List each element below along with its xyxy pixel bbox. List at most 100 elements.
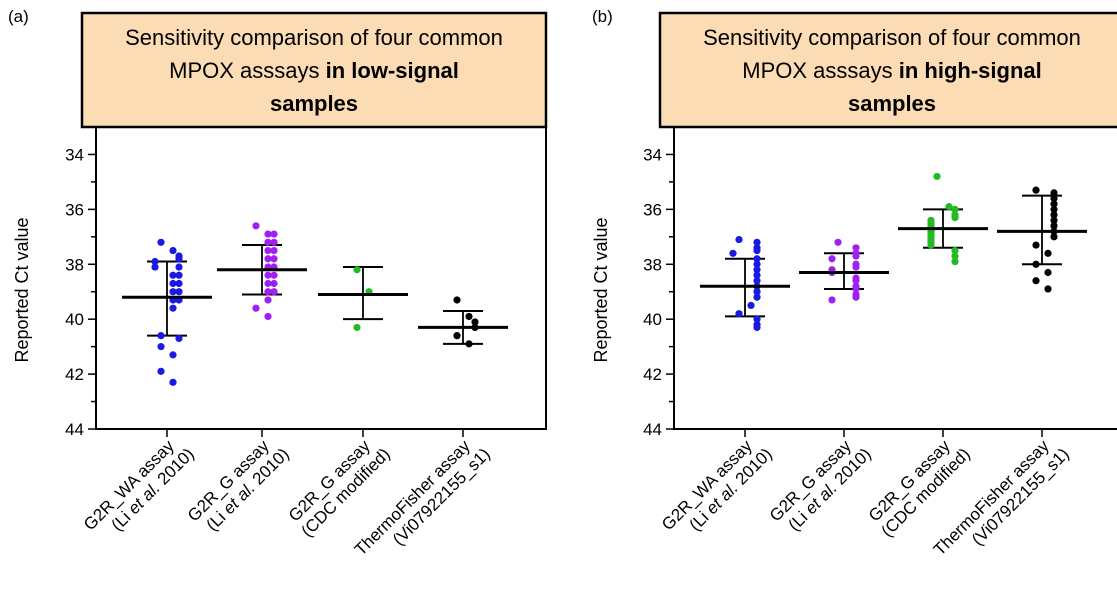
data-point <box>169 279 177 288</box>
data-point <box>151 263 159 271</box>
data-point <box>1032 241 1040 249</box>
data-point <box>157 238 165 246</box>
title-line2-a: MPOX asssays in low-signal <box>169 58 459 83</box>
data-point <box>828 296 836 304</box>
data-point <box>264 238 272 246</box>
data-point <box>270 271 278 279</box>
data-point <box>270 288 278 296</box>
data-point <box>169 304 177 312</box>
title-line2-bold-a: in low-signal <box>326 58 459 83</box>
data-point <box>753 288 761 296</box>
data-point <box>270 230 278 238</box>
data-point <box>264 296 272 304</box>
data-point <box>264 279 272 288</box>
data-point <box>753 238 761 246</box>
y-tick-label: 44 <box>65 420 84 439</box>
data-point <box>353 266 361 274</box>
data-point <box>1044 268 1052 277</box>
data-point <box>1050 216 1058 224</box>
data-point <box>264 288 272 296</box>
plot-frame-b <box>673 126 1117 430</box>
data-point <box>157 367 165 375</box>
data-point <box>753 271 761 279</box>
data-point <box>747 301 755 310</box>
panel-label-b: (b) <box>592 7 613 26</box>
data-point <box>951 214 959 222</box>
y-tick-label: 34 <box>65 145 84 164</box>
data-point <box>951 205 959 213</box>
title-line1-a: Sensitivity comparison of four common <box>125 25 503 50</box>
data-point <box>453 332 461 340</box>
panel-label-a: (a) <box>8 7 29 26</box>
y-tick-label: 36 <box>65 200 84 219</box>
data-point <box>1050 222 1058 230</box>
data-point <box>151 257 159 266</box>
data-point <box>270 279 278 288</box>
data-point <box>753 277 761 285</box>
y-tick-label: 38 <box>65 255 84 274</box>
y-tick-label: 44 <box>643 420 662 439</box>
data-point <box>735 310 743 318</box>
data-point <box>1050 233 1058 241</box>
data-point <box>264 246 272 255</box>
data-point <box>753 255 761 263</box>
data-point <box>753 323 761 332</box>
data-point <box>169 351 177 359</box>
data-point <box>1044 285 1052 293</box>
data-point <box>951 257 959 266</box>
data-point <box>951 246 959 255</box>
data-point <box>927 241 935 249</box>
data-point <box>270 246 278 255</box>
data-point <box>264 230 272 238</box>
y-tick-label: 36 <box>643 200 662 219</box>
data-point <box>175 271 183 279</box>
data-point <box>471 318 479 326</box>
title-box-a <box>80 11 548 129</box>
title-box-b <box>658 11 1117 129</box>
data-point <box>169 271 177 279</box>
data-point <box>264 271 272 279</box>
data-point <box>828 255 836 263</box>
data-point <box>753 315 761 323</box>
y-tick-label: 40 <box>65 310 84 329</box>
title-line2-normal-a: MPOX asssays <box>169 58 325 83</box>
data-point <box>1044 249 1052 257</box>
title-line1-b: Sensitivity comparison of four common <box>703 25 1081 50</box>
data-point <box>175 255 183 263</box>
data-point <box>735 235 743 244</box>
y-tick-label: 42 <box>65 365 84 384</box>
panel-a: (a) Sensitivity comparison of four commo… <box>8 7 548 559</box>
data-point <box>169 378 177 386</box>
data-point <box>1050 194 1058 202</box>
data-point <box>1032 260 1040 268</box>
data-point <box>175 288 183 296</box>
title-line3-b: samples <box>848 91 936 116</box>
data-point <box>852 285 860 293</box>
data-point <box>252 222 260 230</box>
data-point <box>1032 277 1040 285</box>
title-line3-a: samples <box>270 91 358 116</box>
data-point <box>1050 205 1058 213</box>
data-point <box>945 203 953 211</box>
data-point <box>933 172 941 181</box>
data-point <box>169 246 177 255</box>
data-point <box>252 304 260 312</box>
data-point <box>852 293 860 301</box>
data-point <box>834 238 842 246</box>
title-line2-b: MPOX asssays in high-signal <box>742 58 1041 83</box>
data-point <box>852 252 860 260</box>
data-point <box>465 312 473 321</box>
data-point <box>157 343 165 351</box>
panel-b: (b) Sensitivity comparison of four commo… <box>591 7 1117 559</box>
data-point <box>753 266 761 274</box>
data-point <box>753 246 761 255</box>
data-point <box>852 277 860 285</box>
y-tick-label: 34 <box>643 145 662 164</box>
data-point <box>270 255 278 263</box>
y-axis-label-b: Reported Ct value <box>591 217 611 362</box>
y-tick-label: 40 <box>643 310 662 329</box>
data-point <box>753 293 761 301</box>
data-point <box>1050 211 1058 219</box>
